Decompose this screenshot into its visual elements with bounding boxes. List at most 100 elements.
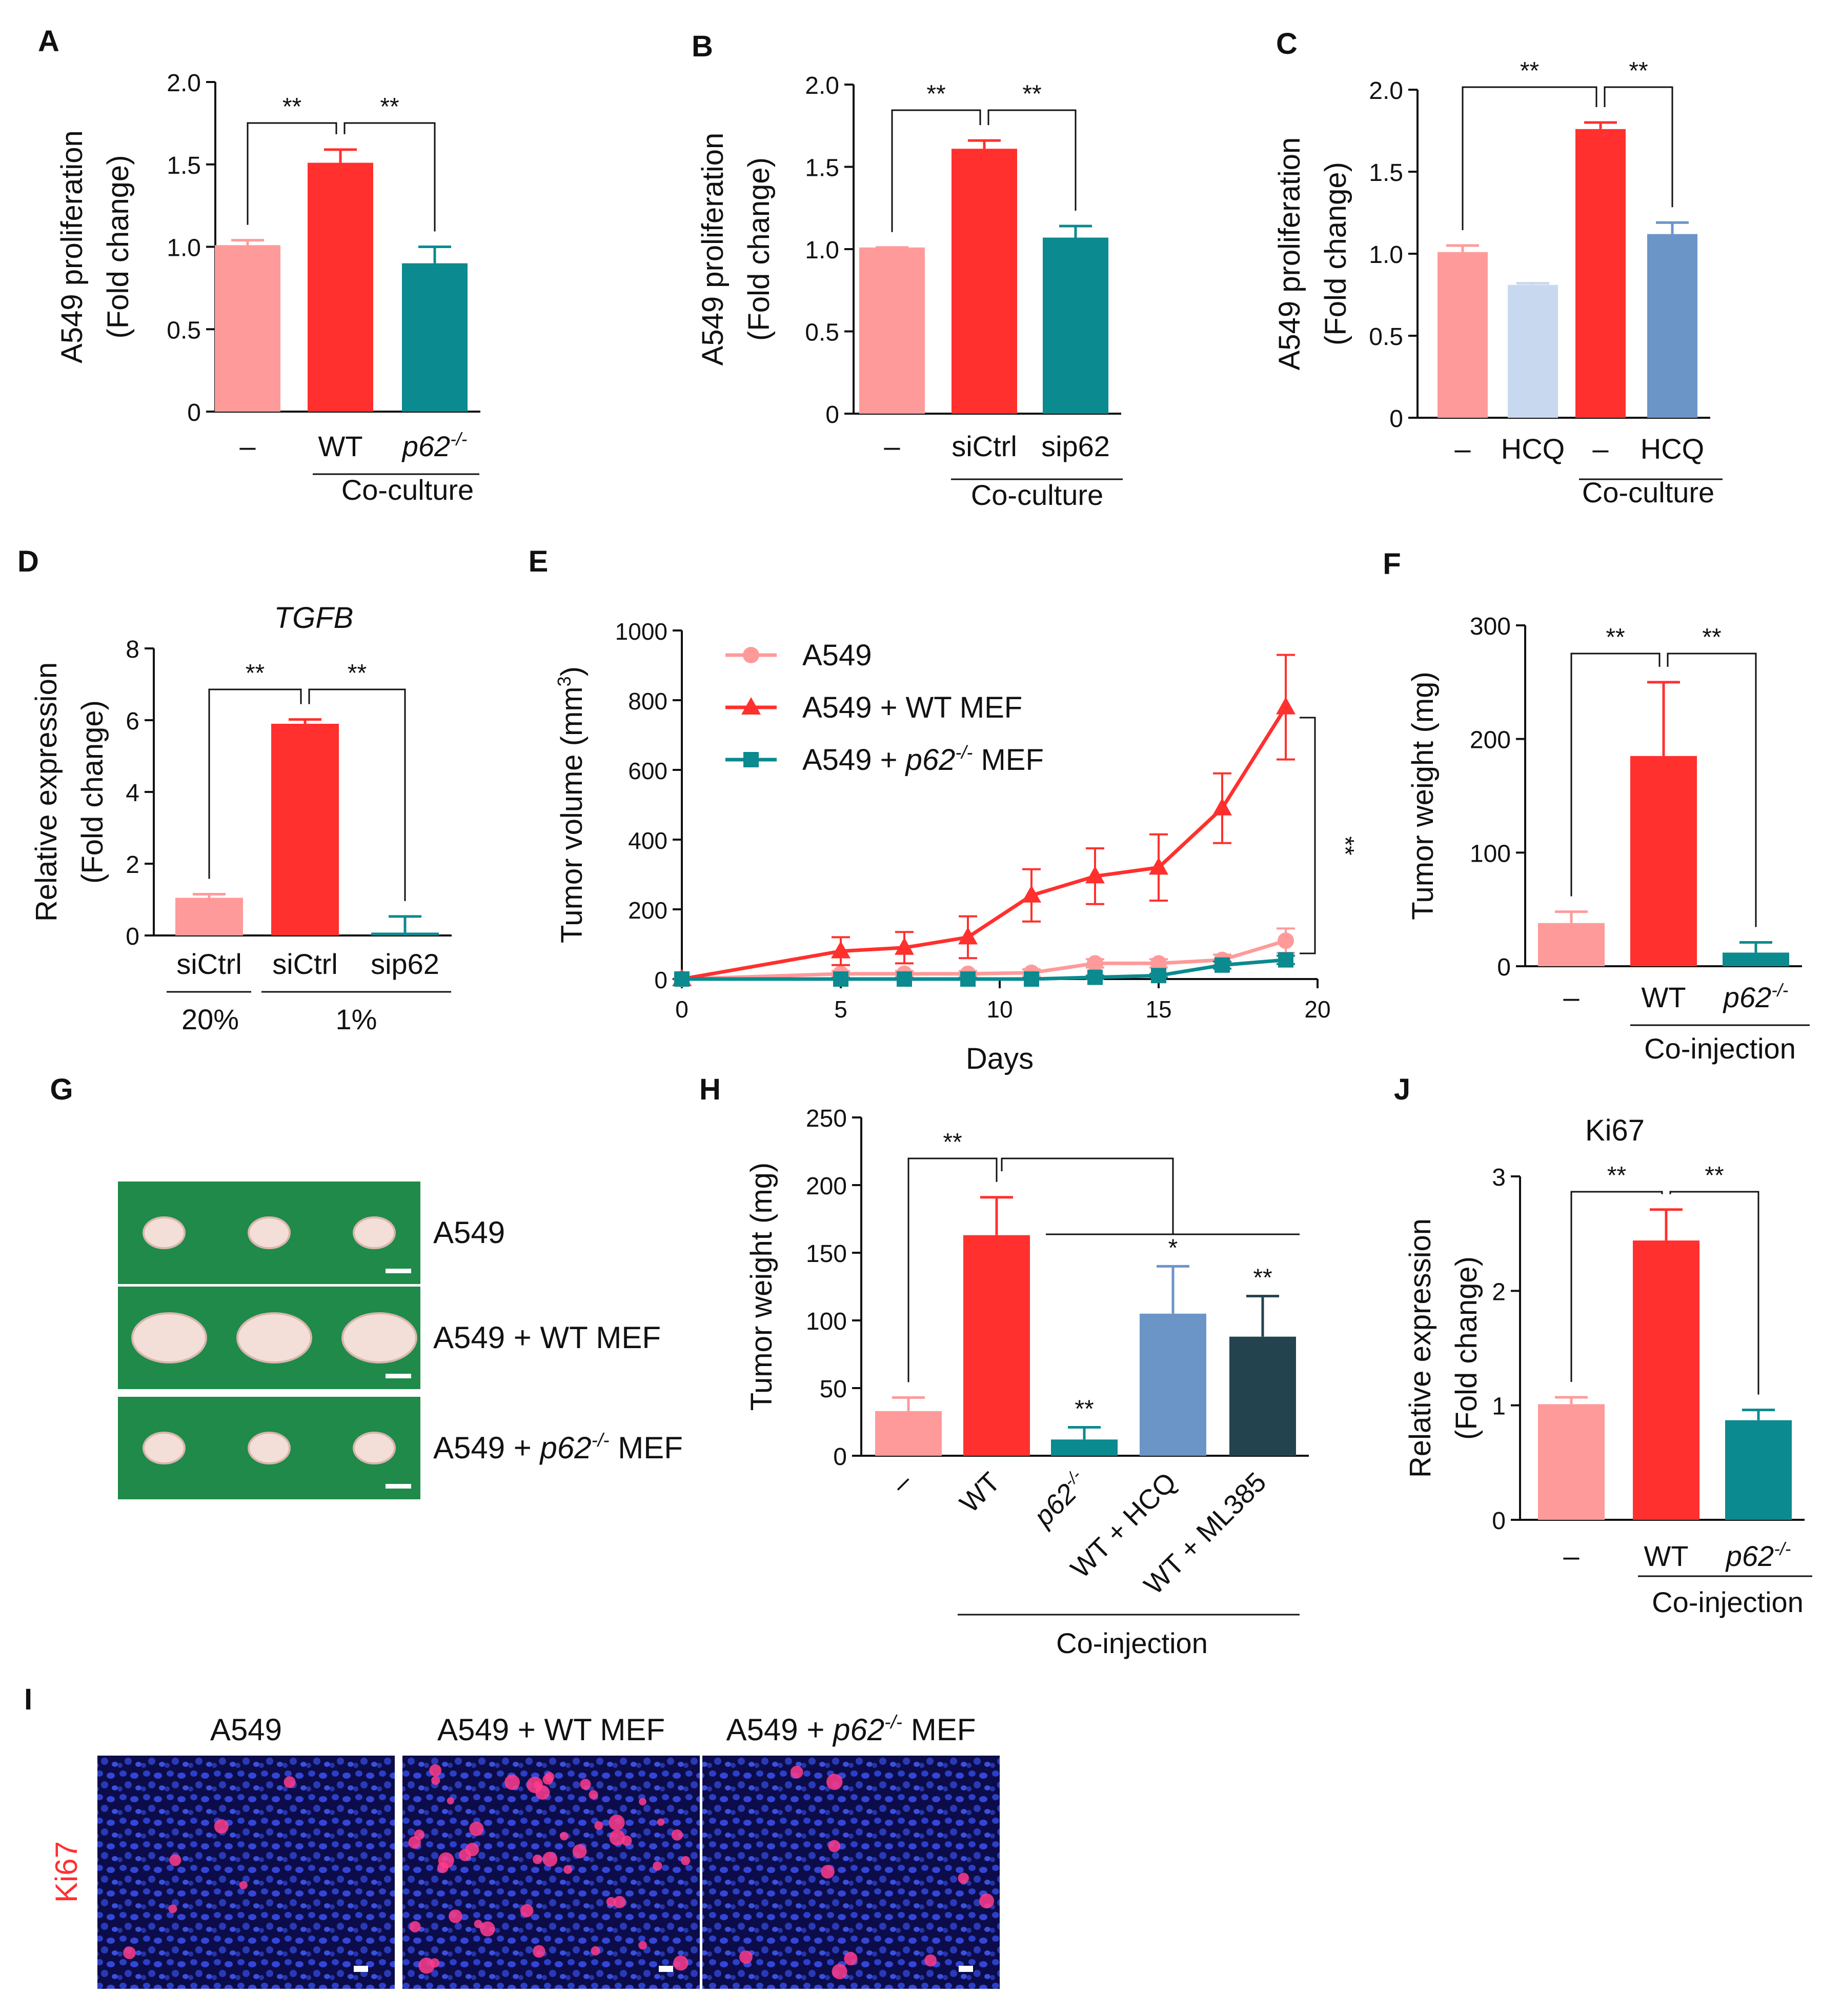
- significance-label: **: [1331, 836, 1359, 855]
- ki67-positive-cell: [469, 1821, 484, 1836]
- ki67-positive-cell: [609, 1815, 625, 1831]
- bar: [1229, 1336, 1296, 1456]
- tumor: [236, 1312, 312, 1363]
- y-tick-label: 200: [628, 897, 667, 924]
- panel-d: 0 2 4 6 8 Relative expression (Fold change) siC…: [30, 601, 452, 1035]
- category-label: –: [1563, 1540, 1580, 1572]
- y-tick-label: 0: [1389, 405, 1403, 433]
- category-label: p62-/-: [1725, 1539, 1791, 1572]
- category-label: HCQ: [1641, 433, 1704, 465]
- scale-bar: [386, 1269, 411, 1273]
- ki67-positive-cell: [239, 1881, 248, 1889]
- significance-star: **: [1075, 1396, 1094, 1423]
- micrograph: [702, 1756, 1000, 1989]
- ki67-positive-cell: [958, 1872, 969, 1884]
- ki67-positive-cell: [924, 1954, 937, 1967]
- data-point: [1212, 798, 1232, 816]
- y-axis-label: (Fold change): [1450, 1256, 1483, 1440]
- ki67-positive-cell: [739, 1950, 753, 1964]
- data-point: [1151, 968, 1166, 984]
- bar: [859, 247, 925, 414]
- data-point: [831, 941, 851, 959]
- ki67-positive-cell: [465, 1843, 479, 1857]
- bar: [1630, 756, 1697, 966]
- significance-label: **: [282, 93, 301, 120]
- image-title: A549: [210, 1713, 282, 1747]
- significance-label: **: [348, 660, 367, 687]
- y-tick-label: 1.0: [805, 237, 839, 264]
- panel-b: 0 0.5 1.0 1.5 2.0 A549 proliferation (Fold cha…: [696, 72, 1123, 511]
- y-tick-label: 0.5: [805, 319, 839, 347]
- data-point: [960, 971, 976, 987]
- y-tick-label: 1.0: [167, 235, 201, 262]
- category-label: p62-/-: [1723, 981, 1788, 1013]
- panel-g: A549 A549 + WT MEF A549 + p62-/- MEF: [118, 1182, 683, 1499]
- panel-e: 0 200 400 600 800 1000 0 5 10 15 20 Days Tumor volum…: [554, 618, 1359, 1075]
- data-point: [1149, 857, 1168, 875]
- y-tick-label: 6: [126, 708, 139, 735]
- y-tick-label: 2.0: [1369, 77, 1403, 105]
- ki67-positive-cell: [580, 1779, 591, 1790]
- group-label: 1%: [336, 1003, 377, 1035]
- ki67-positive-cell: [533, 1945, 545, 1958]
- y-tick-label: 0.5: [1369, 323, 1403, 351]
- ki67-positive-cell: [591, 1946, 600, 1956]
- panel-a: 0 0.5 1.0 1.5 2.0 A549 proliferation (Fold cha…: [55, 70, 480, 506]
- y-tick-label: 1000: [615, 618, 667, 645]
- y-tick-label: 2.0: [805, 72, 839, 99]
- ki67-positive-cell: [638, 1941, 647, 1950]
- y-tick-label: 50: [820, 1376, 847, 1403]
- category-label: –: [1563, 981, 1580, 1013]
- legend-marker: [743, 647, 759, 663]
- ki67-positive-cell: [681, 1856, 691, 1866]
- y-tick-label: 800: [628, 688, 667, 715]
- y-tick-label: 600: [628, 758, 667, 784]
- bar: [1508, 284, 1558, 418]
- x-tick-label: 10: [986, 996, 1013, 1023]
- data-point: [1087, 955, 1103, 972]
- bar: [1575, 129, 1626, 418]
- y-tick-label: 3: [1492, 1164, 1506, 1191]
- ki67-positive-cell: [408, 1836, 421, 1849]
- significance-label: **: [1702, 624, 1721, 651]
- scale-bar: [959, 1966, 973, 1972]
- bar: [875, 1411, 942, 1456]
- significance-label: **: [926, 80, 945, 108]
- significance-bracket: [1669, 1191, 1759, 1395]
- scale-bar: [354, 1966, 368, 1972]
- significance-star: *: [1168, 1234, 1178, 1261]
- y-tick-label: 8: [126, 636, 139, 663]
- ki67-positive-cell: [504, 1775, 520, 1790]
- x-tick-label: 15: [1145, 996, 1171, 1023]
- significance-bracket: [343, 122, 436, 232]
- data-point: [1085, 866, 1105, 884]
- data-point: [1024, 971, 1039, 987]
- y-tick-label: 0.5: [167, 317, 201, 344]
- y-tick-label: 250: [806, 1105, 847, 1132]
- y-tick-label: 300: [1470, 613, 1511, 640]
- x-axis-label: Days: [966, 1042, 1034, 1075]
- ki67-positive-cell: [409, 1921, 421, 1932]
- panel-f: 0 100 200 300 Tumor weight (mg) – WT p62-/- Co-i…: [1406, 613, 1810, 1065]
- significance-bracket: [208, 688, 302, 879]
- data-point: [833, 971, 848, 987]
- tumor: [341, 1312, 417, 1363]
- ki67-positive-cell: [657, 1818, 665, 1826]
- panel-c: 0 0.5 1.0 1.5 2.0 A549 proliferation (Fold cha…: [1273, 57, 1723, 508]
- data-point: [1214, 957, 1230, 973]
- y-axis-label: Relative expression: [30, 662, 63, 922]
- category-label: HCQ: [1501, 433, 1565, 465]
- significance-label: **: [943, 1129, 962, 1156]
- category-label: sip62: [371, 948, 439, 980]
- y-tick-label: 200: [1470, 727, 1511, 754]
- panel-letter-f: F: [1383, 547, 1401, 581]
- category-label: –: [884, 430, 900, 462]
- significance-label: **: [1705, 1162, 1724, 1189]
- panel-letter-i: I: [24, 1683, 32, 1716]
- ki67-positive-cell: [542, 1774, 553, 1785]
- group-label: Co-injection: [1652, 1586, 1804, 1618]
- panel-letter-a: A: [38, 25, 59, 58]
- ki67-positive-cell: [606, 1897, 616, 1907]
- significance-bracket: [1300, 717, 1316, 954]
- bar: [963, 1235, 1030, 1456]
